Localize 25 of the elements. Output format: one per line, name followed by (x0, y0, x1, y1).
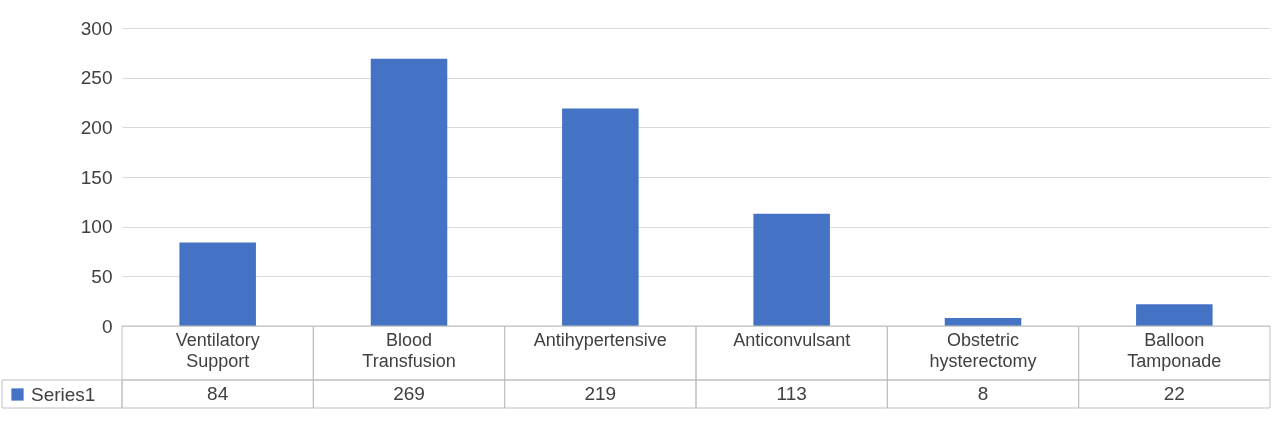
bar (753, 213, 830, 326)
data-label: 8 (977, 383, 989, 404)
x-tick-label: Ventilatory Support (175, 330, 260, 371)
x-tick-label: Antihypertensive (533, 330, 667, 350)
x-tick-label: Balloon Tamponade (1127, 330, 1222, 371)
bar (370, 58, 448, 326)
y-tick-label: 100 (80, 216, 113, 238)
data-label: 113 (776, 383, 807, 404)
y-tick-label: 50 (91, 265, 113, 287)
y-tick-label: 300 (80, 17, 113, 39)
x-tick-label: Obstetric hysterectomy (929, 330, 1037, 371)
y-tick-label: 0 (101, 315, 113, 337)
data-label: 84 (207, 383, 229, 404)
data-label: 219 (584, 383, 617, 404)
x-tick-label: Blood Transfusion (362, 330, 456, 371)
bar (1136, 304, 1213, 326)
data-label: 22 (1163, 383, 1185, 404)
bar (179, 242, 256, 326)
legend-label: Series1 (31, 383, 96, 405)
y-tick-label: 250 (80, 67, 113, 89)
y-tick-label: 150 (80, 166, 113, 188)
data-label: 269 (393, 383, 425, 404)
y-tick-label: 200 (80, 116, 113, 138)
bar (562, 108, 639, 326)
x-tick-label: Anticonvulsant (733, 330, 851, 350)
